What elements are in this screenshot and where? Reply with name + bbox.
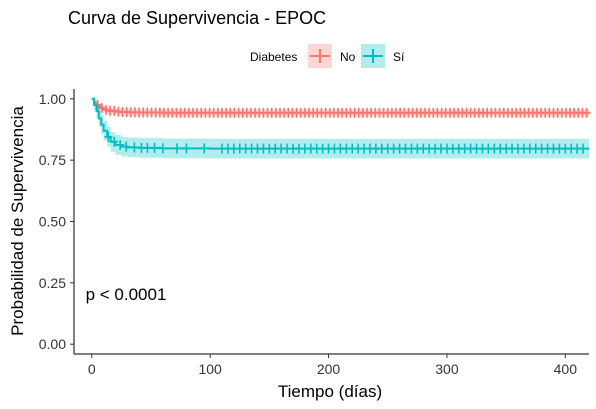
y-tick-label: 0.00 [39, 336, 66, 352]
legend-item-si: Sí [361, 44, 405, 68]
x-tick-label: 200 [317, 361, 341, 377]
censor-mark-si [579, 143, 588, 154]
x-axis: 0 100 200 300 400 [88, 354, 577, 377]
legend-label-no: No [340, 50, 356, 64]
p-value-annotation: p < 0.0001 [86, 285, 167, 304]
series-si [91, 97, 590, 159]
censor-mark-si [150, 142, 159, 153]
censor-mark-no [97, 103, 106, 114]
x-axis-title: Tiempo (días) [278, 382, 382, 401]
censor-mark-si [122, 141, 131, 152]
legend-item-no: No [308, 44, 356, 68]
legend: Diabetes No Sí [250, 44, 405, 68]
censor-mark-no [582, 107, 591, 118]
x-tick-label: 400 [554, 361, 578, 377]
chart-title: Curva de Supervivencia - EPOC [68, 8, 326, 28]
x-tick-label: 300 [435, 361, 459, 377]
y-axis-title: Probabilidad de Supervivencia [8, 106, 27, 336]
censor-mark-si [158, 143, 167, 154]
x-tick-label: 100 [198, 361, 222, 377]
censor-mark-si [143, 142, 152, 153]
plot-area [91, 97, 591, 159]
ci-band-si [91, 98, 590, 159]
censor-mark-no [101, 104, 110, 115]
censor-mark-si [173, 143, 181, 154]
y-tick-label: 0.75 [39, 152, 66, 168]
series-no [91, 97, 591, 118]
y-tick-label: 0.25 [39, 275, 66, 291]
ci-band-no [91, 98, 590, 117]
censor-mark-si [116, 139, 125, 150]
y-axis: 0.00 0.25 0.50 0.75 1.00 [39, 91, 74, 352]
y-tick-label: 1.00 [39, 91, 66, 107]
legend-label-si: Sí [393, 50, 405, 64]
legend-title: Diabetes [250, 50, 297, 64]
censor-mark-si [182, 143, 191, 154]
x-tick-label: 0 [88, 361, 96, 377]
censor-mark-si [110, 136, 119, 147]
censor-mark-si [104, 131, 113, 142]
censor-mark-si [200, 143, 209, 154]
censor-mark-si [130, 142, 139, 153]
y-tick-label: 0.50 [39, 214, 66, 230]
